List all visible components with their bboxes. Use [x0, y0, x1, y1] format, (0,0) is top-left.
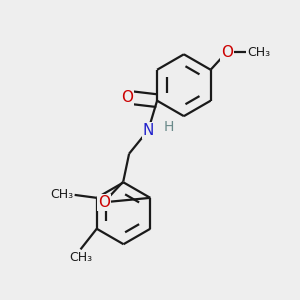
Text: CH₃: CH₃ — [50, 188, 73, 201]
Text: CH₃: CH₃ — [69, 251, 92, 264]
Text: O: O — [221, 45, 233, 60]
Text: CH₃: CH₃ — [248, 46, 271, 59]
Text: O: O — [98, 195, 110, 210]
Text: H: H — [164, 120, 174, 134]
Text: O: O — [121, 90, 133, 105]
Text: N: N — [142, 123, 154, 138]
